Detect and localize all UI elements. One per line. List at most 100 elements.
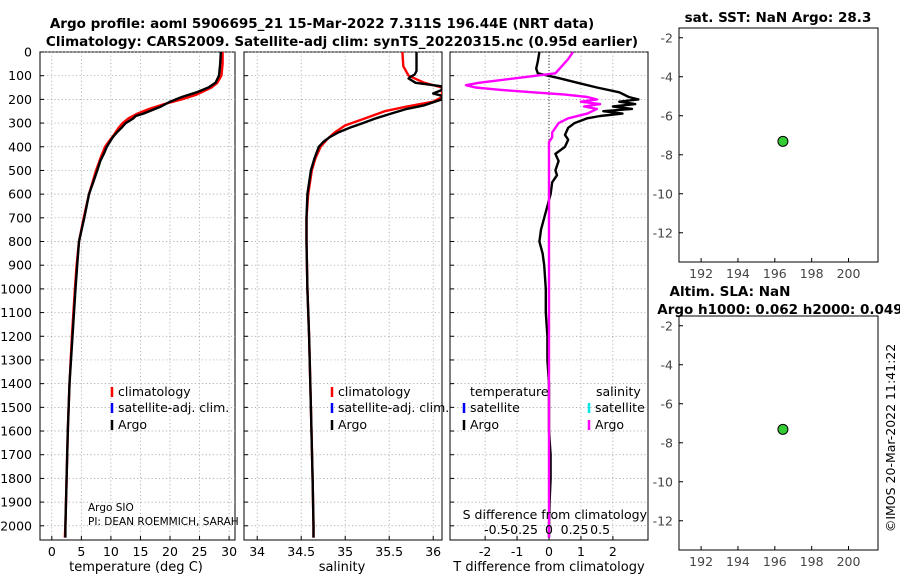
depth-tick-label: 600 xyxy=(8,187,32,202)
profile-legend-temperature: climatology satellite-adj. clim. Argo xyxy=(110,384,229,432)
legend-label-satellite-adj: satellite-adj. clim. xyxy=(118,400,229,415)
legend-label-climatology: climatology xyxy=(118,384,191,399)
y-tick-label: -4 xyxy=(661,357,674,372)
x-tick-label: 194 xyxy=(726,554,750,569)
imos-watermark: ©IMOS 20-Mar-2022 11:41:22 xyxy=(883,344,898,532)
difference-xlabel: T difference from climatology xyxy=(452,560,645,575)
depth-tick-label: 900 xyxy=(8,258,32,273)
y-tick-label: -6 xyxy=(661,108,674,123)
depth-tick-label: 2000 xyxy=(0,518,32,533)
depth-tick-label: 700 xyxy=(8,210,32,225)
x-tick-label: 35.5 xyxy=(375,544,403,559)
sst-axes-frame xyxy=(678,27,879,263)
depth-tick-label: 1400 xyxy=(0,376,32,391)
sst-panel: 192 194 196 198 200 -2 -4 -6 -8 -10 -12 xyxy=(653,30,861,281)
depth-tick-label: 300 xyxy=(8,116,32,131)
series-line-argo xyxy=(64,52,222,538)
x-tick-label: 5 xyxy=(77,544,85,559)
s-difference-label: S difference from climatology xyxy=(463,507,648,522)
x-tick-label: 30 xyxy=(221,544,237,559)
series-line-s-difference-argo- xyxy=(464,52,602,538)
series-line-argo xyxy=(305,52,442,538)
profile-legend-salinity: climatology satellite-adj. clim. Argo xyxy=(330,384,449,432)
legend-header-salinity: salinity xyxy=(596,384,641,399)
salinity-panel: 34 34.5 35 35.5 36 xyxy=(244,51,442,559)
legend-label-climatology: climatology xyxy=(338,384,411,399)
depth-tick-label: 1500 xyxy=(0,400,32,415)
y-tick-label: -2 xyxy=(661,318,673,333)
x-tick-label: 198 xyxy=(800,266,824,281)
x-tick-label: 0 xyxy=(545,544,553,559)
x-tick-label: 36 xyxy=(425,544,441,559)
salinity-xlabel: salinity xyxy=(319,560,366,575)
pi-label: PI: DEAN ROEMMICH, SARAH xyxy=(88,516,239,528)
secondary-tick-label: -0.25 xyxy=(506,522,538,537)
temperature-panel: 0 5 10 15 20 25 30 xyxy=(40,51,237,559)
x-tick-label: -1 xyxy=(511,544,523,559)
x-tick-label: 34 xyxy=(249,544,265,559)
x-tick-label: 15 xyxy=(133,544,149,559)
depth-tick-label: 100 xyxy=(8,68,32,83)
depth-tick-label: 1700 xyxy=(0,447,32,462)
depth-tick-label: 1900 xyxy=(0,495,32,510)
institution-label: Argo SIO xyxy=(88,502,134,514)
figure-title-line1: Argo profile: aoml 5906695_21 15-Mar-202… xyxy=(50,16,594,32)
y-tick-label: -6 xyxy=(661,396,674,411)
temperature-xlabel: temperature (deg C) xyxy=(69,560,203,575)
profile-location-marker xyxy=(777,423,789,435)
depth-tick-label: 1600 xyxy=(0,424,32,439)
sla-title: Altim. SLA: NaN xyxy=(670,284,791,300)
legend-label-s-satellite: satellite xyxy=(595,400,645,415)
y-tick-label: -2 xyxy=(661,30,673,45)
depth-tick-label: 1100 xyxy=(0,305,32,320)
y-tick-label: -4 xyxy=(661,69,674,84)
legend-label-t-satellite: satellite xyxy=(470,400,520,415)
series-line-climatology xyxy=(305,52,442,538)
x-tick-label: 0 xyxy=(48,544,56,559)
x-tick-label: 20 xyxy=(162,544,178,559)
x-tick-label: 198 xyxy=(800,554,824,569)
depth-tick-label: 800 xyxy=(8,234,32,249)
sla-subtitle: Argo h1000: 0.062 h2000: 0.049 xyxy=(657,302,900,318)
y-tick-label: -10 xyxy=(653,186,673,201)
x-tick-label: 196 xyxy=(763,554,787,569)
depth-tick-label: 1300 xyxy=(0,352,32,367)
x-tick-label: 194 xyxy=(726,266,750,281)
y-tick-label: -12 xyxy=(653,225,673,240)
legend-label-argo: Argo xyxy=(338,417,367,432)
depth-tick-label: 400 xyxy=(8,139,32,154)
sla-axes-frame xyxy=(678,315,879,551)
x-tick-label: 1 xyxy=(577,544,585,559)
x-tick-label: 196 xyxy=(763,266,787,281)
depth-tick-label: 1200 xyxy=(0,329,32,344)
depth-axis-ticks: 0 100 200 300 400 500 600 700 800 900 1000 1100 1200… xyxy=(0,45,32,534)
secondary-tick-label: -0.5 xyxy=(484,522,508,537)
x-tick-label: 35 xyxy=(337,544,353,559)
legend-label-argo: Argo xyxy=(118,417,147,432)
legend-header-temperature: temperature xyxy=(470,384,549,399)
sst-title: sat. SST: NaN Argo: 28.3 xyxy=(685,10,872,26)
secondary-tick-label: 0.5 xyxy=(590,522,610,537)
depth-tick-label: 1000 xyxy=(0,281,32,296)
x-tick-label: -2 xyxy=(479,544,491,559)
x-tick-label: 192 xyxy=(689,554,713,569)
y-tick-label: -8 xyxy=(661,147,674,162)
y-tick-label: -10 xyxy=(653,474,673,489)
depth-tick-label: 1800 xyxy=(0,471,32,486)
profile-location-marker xyxy=(777,135,789,147)
y-tick-label: -12 xyxy=(653,513,673,528)
depth-tick-label: 0 xyxy=(24,45,32,60)
x-tick-label: 10 xyxy=(103,544,119,559)
x-tick-label: 25 xyxy=(192,544,208,559)
legend-label-s-argo: Argo xyxy=(595,417,624,432)
temperature-axes-frame xyxy=(39,51,236,541)
sla-panel: 192 194 196 198 200 -2 -4 -6 -8 -10 -12 xyxy=(653,318,861,569)
y-tick-label: -8 xyxy=(661,435,674,450)
x-tick-label: 200 xyxy=(837,554,861,569)
x-tick-label: 192 xyxy=(689,266,713,281)
difference-legend: temperature salinity satellite Argo sate… xyxy=(462,384,645,432)
legend-label-satellite-adj: satellite-adj. clim. xyxy=(338,400,449,415)
x-tick-label: 200 xyxy=(837,266,861,281)
series-line-t-difference-argo- xyxy=(535,52,640,538)
